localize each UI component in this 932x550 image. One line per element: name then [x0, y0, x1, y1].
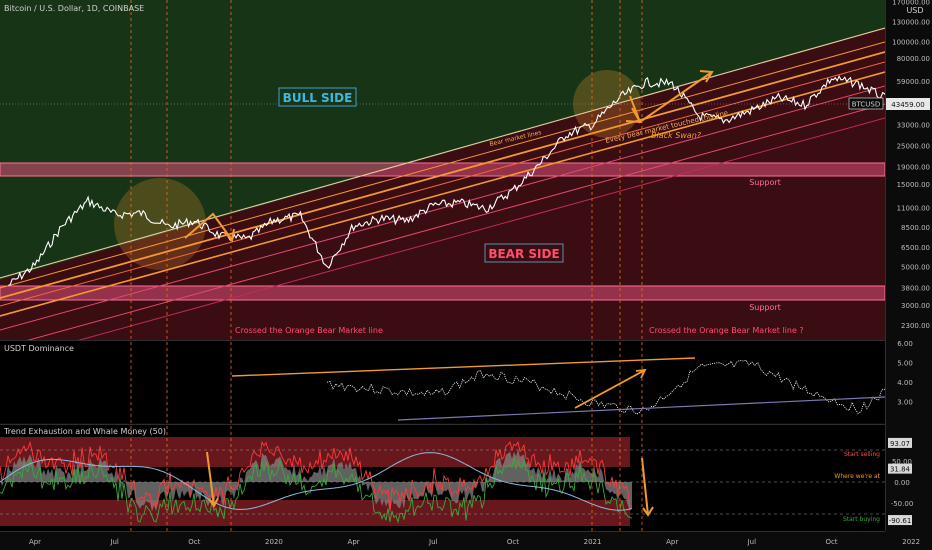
price-tick-label: 2300.00	[901, 322, 930, 330]
usdt-axis[interactable]: 6.00 5.00 4.00 3.00	[897, 340, 913, 407]
bear-market-line	[0, 85, 885, 331]
bull-side-label: BULL SIDE	[283, 91, 353, 105]
time-tick-label: Oct	[188, 538, 200, 546]
oscillator-tick-label: 0.00	[894, 479, 910, 487]
usdt-pane-title: USDT Dominance	[4, 344, 74, 353]
price-tick-label: 8500.00	[901, 224, 930, 232]
price-tick-label: 170000.00	[892, 0, 930, 6]
price-tick-label: 59000.00	[897, 78, 930, 86]
oscillator-tick-label: 50.00	[892, 458, 912, 466]
start-buying-label: Start buying	[843, 516, 880, 523]
oscillator-blue-line	[0, 452, 633, 511]
usdt-pane-bg	[0, 341, 885, 423]
bear-market-line	[0, 71, 885, 317]
time-tick-label: Jul	[109, 538, 119, 546]
oscillator-level-badge	[888, 463, 912, 474]
last-price-value: 43459.00	[891, 101, 924, 109]
bear-market-line	[77, 117, 885, 340]
time-tick-label: Apr	[666, 538, 678, 546]
orange-arrows	[184, 70, 714, 243]
support-label-upper: Support	[749, 178, 781, 187]
price-tick-label: 19000.00	[897, 163, 930, 171]
oscillator-green-line	[0, 457, 633, 524]
time-tick-label: Apr	[348, 538, 360, 546]
bear-market-line	[27, 103, 885, 340]
time-tick-label: Oct	[825, 538, 837, 546]
time-tick-label: 2021	[584, 538, 602, 546]
bear-side-label: BEAR SIDE	[488, 247, 559, 261]
bull-zone	[0, 0, 885, 280]
price-tick-label: 3800.00	[901, 284, 930, 292]
bear-market-line	[0, 41, 885, 289]
bear-side-badge	[484, 243, 564, 263]
support-label-lower: Support	[749, 303, 781, 312]
bear-market-line	[0, 51, 885, 299]
start-selling-label: Start selling	[844, 451, 880, 458]
price-tick-label: 100000.00	[892, 38, 930, 46]
oscillator-level-value: 93.07	[890, 440, 910, 448]
usdt-tick-label: 4.00	[897, 379, 913, 387]
price-tick-label: 6500.00	[901, 244, 930, 252]
btc-price-line	[8, 75, 885, 286]
event-verticals	[130, 0, 643, 531]
time-tick-label: 2022	[902, 538, 920, 546]
oscillator-level-value: 31.84	[890, 466, 911, 474]
usdt-tick-label: 5.00	[897, 360, 913, 368]
last-price-badge	[886, 98, 930, 110]
oscillator-level-value: -90.61	[889, 517, 912, 525]
bull-side-badge	[278, 87, 357, 107]
price-tick-label: 5000.00	[901, 264, 930, 272]
usdt-tick-label: 6.00	[897, 340, 913, 348]
usdt-upper-trendline	[231, 357, 696, 377]
oscillator-red-line	[0, 440, 633, 512]
price-tick-label: 15000.00	[897, 181, 930, 189]
usdt-tick-label: 3.00	[897, 399, 913, 407]
time-tick-label: Jul	[747, 538, 757, 546]
price-tick-label: 33000.00	[897, 122, 930, 130]
where-at-label: Where we're at	[834, 473, 880, 480]
price-tick-label: 130000.00	[892, 19, 930, 27]
oscillator-tick-label: -50.00	[891, 500, 914, 508]
price-tick-label: 25000.00	[897, 143, 930, 151]
osc-arrow-2020	[206, 451, 215, 507]
bear-market-line	[0, 61, 885, 307]
time-tick-label: 2020	[265, 538, 283, 546]
chart-title: Bitcoin / U.S. Dollar, 1D, COINBASE	[4, 4, 144, 13]
crossed-line-label-1: Crossed the Orange Bear Market line	[235, 326, 383, 335]
usdt-lower-trendline	[397, 396, 885, 421]
support-band-upper	[0, 162, 885, 177]
price-tick-label: 3000.00	[901, 302, 930, 310]
crossed-line-label-2: Crossed the Orange Bear Market line ?	[649, 326, 804, 335]
time-tick-label: Jul	[428, 538, 438, 546]
oscillator-level-badge	[888, 437, 912, 448]
time-tick-label: Oct	[507, 538, 519, 546]
price-tick-label: 11000.00	[897, 204, 930, 212]
bear-market-lines	[0, 27, 885, 340]
time-axis[interactable]: AprJulOct2020AprJulOct2021AprJulOct2022A…	[29, 538, 932, 546]
currency-label: USD	[906, 6, 923, 15]
oscillator-level-badge	[888, 515, 912, 526]
osc-arrow-2022	[641, 457, 649, 516]
price-axis[interactable]: 170000.00 130000.00 100000.00 80000.00 59000…	[892, 0, 930, 330]
usdt-arrow	[574, 369, 646, 409]
time-tick-label: Apr	[29, 538, 41, 546]
bear-market-line	[0, 27, 885, 279]
black-swan-label: Black Swan?	[651, 131, 702, 140]
oscillator-buy-zone	[0, 500, 630, 526]
ticker-badge	[848, 97, 884, 110]
price-tick-label: 80000.00	[897, 55, 930, 63]
support-band-lower	[0, 285, 885, 301]
ticker-label: BTCUSD	[852, 101, 881, 109]
oscillator-pane-title: Trend Exhaustion and Whale Money (50)	[3, 427, 166, 436]
usdt-dominance-line	[326, 359, 885, 415]
